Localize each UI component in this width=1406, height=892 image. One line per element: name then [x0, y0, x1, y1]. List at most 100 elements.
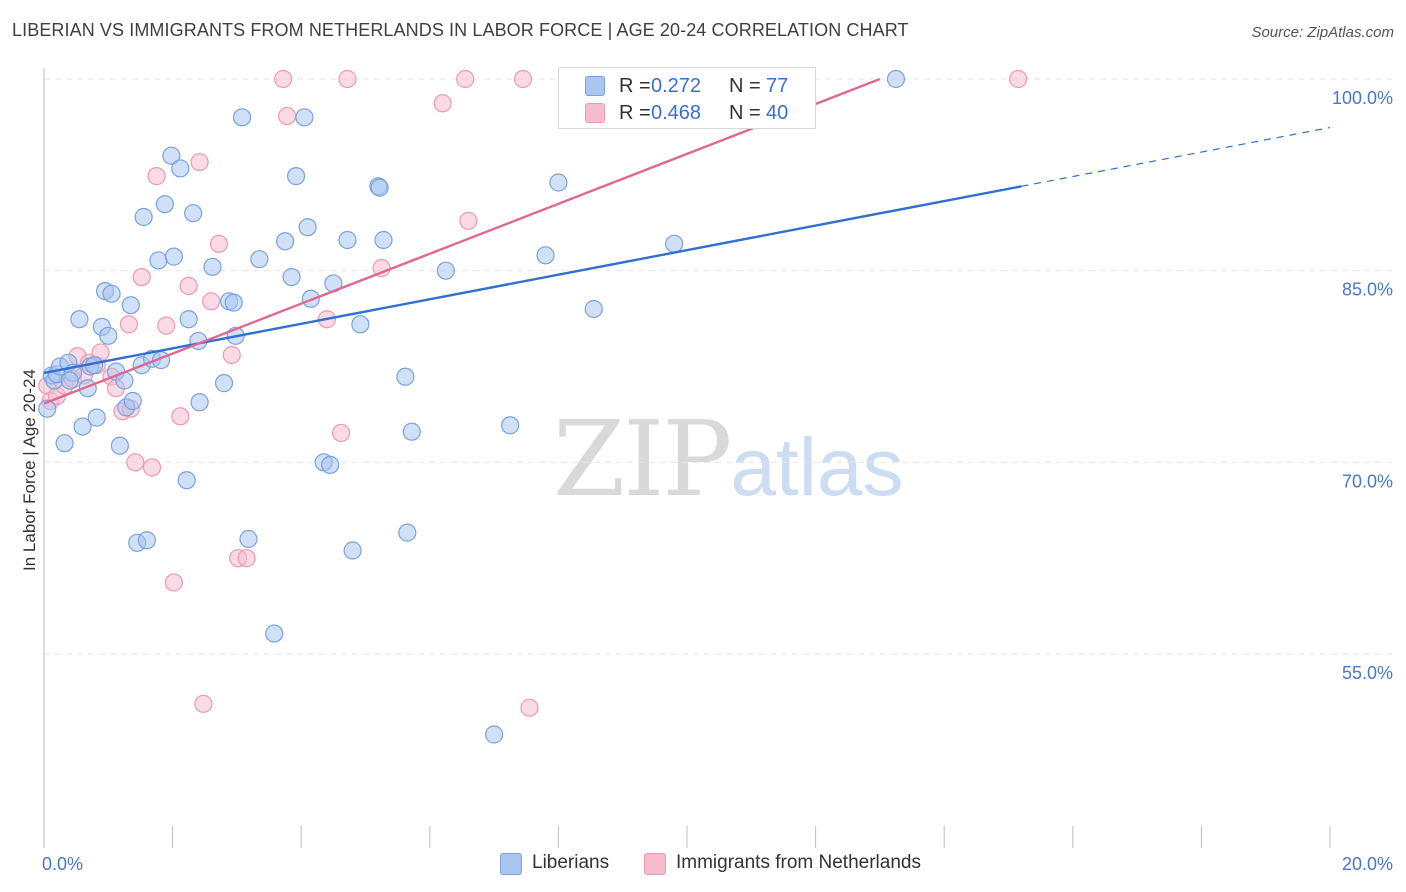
n-label: N =: [729, 102, 761, 124]
liberians-point: [265, 624, 284, 643]
netherlands-point: [171, 407, 190, 426]
y-tick-label: 85.0%: [1342, 280, 1393, 300]
tick-labels: 100.0% 85.0% 70.0% 55.0% 0.0% 20.0%: [42, 88, 1393, 874]
netherlands-point: [459, 211, 478, 230]
liberians-point: [321, 455, 340, 474]
liberians-point: [232, 108, 252, 127]
netherlands-trend-line: [43, 77, 881, 405]
trend-lines: [43, 77, 1331, 405]
axes: [43, 68, 1331, 848]
netherlands-point: [338, 69, 357, 89]
liberians-point: [123, 391, 142, 411]
correlation-legend: R = 0.272 N = 77 R = 0.468 N = 40: [558, 67, 816, 129]
r-value: 0.272: [651, 75, 702, 97]
watermark: ZIPatlas: [553, 398, 904, 520]
liberians-trend-extension: [1021, 126, 1331, 187]
liberians-point: [70, 310, 89, 329]
liberians-point: [134, 207, 153, 227]
liberians-point: [295, 108, 314, 127]
liberians-point: [162, 146, 181, 165]
liberians-point: [155, 195, 174, 214]
netherlands-point: [274, 69, 293, 89]
liberians-point: [402, 422, 421, 441]
liberians-point: [370, 178, 389, 197]
netherlands-point: [157, 316, 176, 335]
legend-swatch-pink: [585, 103, 605, 123]
legend-label: Immigrants from Netherlands: [676, 852, 921, 873]
netherlands-point: [456, 69, 475, 89]
liberians-point: [536, 246, 555, 265]
liberians-point: [184, 204, 203, 223]
grid-lines: [44, 78, 1396, 655]
liberians-point: [60, 371, 79, 390]
netherlands-point: [119, 315, 138, 334]
liberians-point: [250, 250, 269, 269]
liberians-point: [110, 436, 129, 455]
liberians-point: [286, 167, 306, 186]
liberians-point: [73, 417, 92, 436]
r-label: R =: [619, 102, 651, 124]
n-label: N =: [729, 75, 761, 97]
x-tick-label: 20.0%: [1342, 854, 1393, 874]
liberians-point: [436, 261, 455, 280]
liberians-point: [276, 232, 295, 251]
liberians-point: [501, 416, 520, 435]
liberians-point: [99, 326, 118, 345]
netherlands-point: [179, 276, 198, 296]
netherlands-point: [277, 106, 297, 126]
liberians-point: [374, 230, 393, 250]
liberians-point: [190, 393, 209, 412]
r-label: R =: [619, 75, 651, 97]
liberians-point: [149, 251, 168, 270]
watermark-zip: ZIP: [553, 398, 732, 520]
netherlands-point: [194, 694, 213, 713]
liberians-point: [549, 173, 568, 192]
y-axis-title: In Labor Force | Age 20-24: [20, 369, 39, 571]
legend-label: Liberians: [532, 852, 610, 873]
netherlands-point: [142, 458, 162, 477]
liberians-point: [298, 218, 317, 237]
netherlands-point: [237, 549, 256, 568]
netherlands-point: [331, 423, 351, 443]
liberians-point: [137, 531, 156, 550]
y-tick-label: 70.0%: [1342, 471, 1393, 491]
watermark-atlas: atlas: [730, 422, 904, 513]
netherlands-point: [209, 234, 228, 253]
y-tick-label: 100.0%: [1332, 88, 1393, 108]
n-value: 77: [766, 75, 789, 97]
netherlands-point: [513, 69, 533, 89]
netherlands-point: [433, 94, 452, 113]
chart-title: LIBERIAN VS IMMIGRANTS FROM NETHERLANDS …: [12, 20, 909, 40]
netherlands-point: [190, 152, 209, 172]
n-value: 40: [766, 102, 789, 124]
liberians-point: [164, 247, 183, 266]
legend-row-liberians: R = 0.272 N = 77: [559, 75, 815, 99]
liberians-point: [343, 541, 362, 560]
netherlands-point: [126, 453, 145, 472]
legend-swatch-blue: [585, 76, 605, 96]
netherlands-point: [202, 292, 221, 311]
netherlands-point: [1009, 69, 1028, 89]
netherlands-point: [147, 167, 166, 186]
liberians-point: [665, 234, 684, 253]
source-label: Source: ZipAtlas.com: [1251, 24, 1394, 41]
liberians-point: [171, 159, 190, 178]
legend-swatch-blue: [500, 853, 522, 875]
liberians-point: [396, 367, 415, 386]
liberians-point: [282, 267, 301, 287]
liberians-point: [351, 315, 370, 334]
liberians-point: [179, 310, 198, 329]
x-tick-label: 0.0%: [42, 854, 83, 874]
netherlands-point: [520, 698, 539, 717]
liberians-trend-line: [43, 185, 1022, 375]
liberians-point: [38, 399, 57, 418]
liberians-point: [55, 434, 74, 453]
legend-swatch-pink: [644, 853, 666, 875]
netherlands-point: [222, 345, 241, 365]
liberians-point: [121, 296, 140, 315]
liberians-point: [886, 69, 906, 89]
liberians-point: [203, 257, 222, 276]
liberians-point: [398, 523, 417, 542]
liberians-point: [214, 374, 234, 393]
